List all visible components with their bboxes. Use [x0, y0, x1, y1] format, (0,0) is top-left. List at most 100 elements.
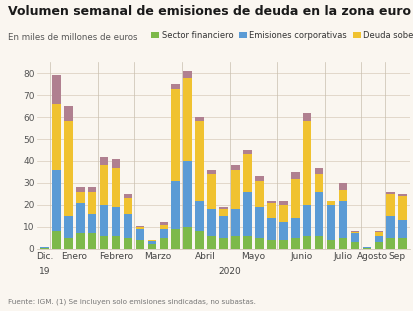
Bar — [338, 238, 347, 249]
Bar — [76, 234, 84, 249]
Bar — [64, 122, 72, 216]
Bar — [254, 181, 263, 207]
Bar — [314, 192, 323, 236]
Bar — [171, 229, 180, 249]
Bar — [230, 236, 239, 249]
Bar — [195, 117, 204, 122]
Bar — [88, 214, 96, 234]
Bar — [135, 226, 144, 227]
Bar — [159, 238, 168, 249]
Bar — [52, 104, 61, 170]
Bar — [338, 189, 347, 201]
Bar — [290, 218, 299, 238]
Bar — [112, 236, 120, 249]
Bar — [302, 113, 311, 122]
Bar — [242, 150, 251, 154]
Bar — [88, 234, 96, 249]
Bar — [302, 205, 311, 236]
Bar — [326, 201, 335, 205]
Bar — [397, 220, 406, 238]
Bar — [76, 203, 84, 234]
Bar — [40, 247, 49, 248]
Bar — [183, 71, 192, 77]
Bar — [242, 236, 251, 249]
Bar — [219, 238, 227, 249]
Bar — [123, 194, 132, 198]
Bar — [123, 238, 132, 249]
Bar — [278, 222, 287, 240]
Bar — [338, 183, 347, 189]
Bar — [266, 203, 275, 218]
Bar — [100, 165, 108, 205]
Bar — [397, 238, 406, 249]
Bar — [207, 209, 216, 236]
Bar — [350, 231, 358, 232]
Bar — [40, 248, 49, 249]
Bar — [195, 231, 204, 249]
Text: 19: 19 — [38, 267, 50, 276]
Bar — [147, 244, 156, 249]
Bar — [326, 240, 335, 249]
Bar — [76, 192, 84, 203]
Bar — [230, 165, 239, 170]
Bar — [278, 205, 287, 222]
Bar — [219, 216, 227, 238]
Bar — [397, 194, 406, 196]
Bar — [183, 227, 192, 249]
Bar — [64, 238, 72, 249]
Bar — [52, 170, 61, 231]
Bar — [338, 201, 347, 238]
Bar — [88, 192, 96, 214]
Bar — [290, 238, 299, 249]
Bar — [159, 222, 168, 225]
Bar — [350, 232, 358, 234]
Bar — [362, 247, 370, 248]
Text: Volumen semanal de emisiones de deuda en la zona euro: Volumen semanal de emisiones de deuda en… — [8, 5, 410, 18]
Bar — [112, 159, 120, 168]
Bar — [254, 176, 263, 181]
Bar — [76, 187, 84, 192]
Bar — [159, 229, 168, 238]
Bar — [100, 236, 108, 249]
Bar — [219, 207, 227, 209]
Bar — [183, 161, 192, 227]
Bar — [147, 240, 156, 241]
Bar — [207, 170, 216, 174]
Bar — [314, 236, 323, 249]
Bar — [112, 207, 120, 236]
Bar — [242, 154, 251, 192]
Legend: Sector financiero, Emisiones corporativas, Deuda soberana y sup: Sector financiero, Emisiones corporativa… — [151, 30, 413, 39]
Bar — [100, 157, 108, 165]
Bar — [266, 201, 275, 203]
Bar — [112, 168, 120, 207]
Text: 2020: 2020 — [218, 267, 240, 276]
Bar — [266, 240, 275, 249]
Bar — [230, 209, 239, 236]
Bar — [374, 236, 382, 242]
Bar — [64, 216, 72, 238]
Bar — [195, 122, 204, 201]
Bar — [254, 207, 263, 238]
Bar — [385, 238, 394, 249]
Bar — [52, 75, 61, 104]
Bar — [374, 231, 382, 232]
Bar — [385, 194, 394, 216]
Bar — [326, 205, 335, 240]
Bar — [242, 192, 251, 236]
Bar — [219, 209, 227, 216]
Bar — [100, 205, 108, 236]
Bar — [302, 122, 311, 205]
Bar — [88, 187, 96, 192]
Bar — [362, 248, 370, 249]
Bar — [374, 242, 382, 249]
Bar — [278, 240, 287, 249]
Bar — [314, 174, 323, 192]
Bar — [64, 106, 72, 122]
Text: En miles de millones de euros: En miles de millones de euros — [8, 33, 146, 42]
Bar — [207, 236, 216, 249]
Bar — [385, 216, 394, 238]
Bar — [397, 196, 406, 220]
Bar — [147, 241, 156, 244]
Bar — [159, 225, 168, 229]
Bar — [374, 232, 382, 236]
